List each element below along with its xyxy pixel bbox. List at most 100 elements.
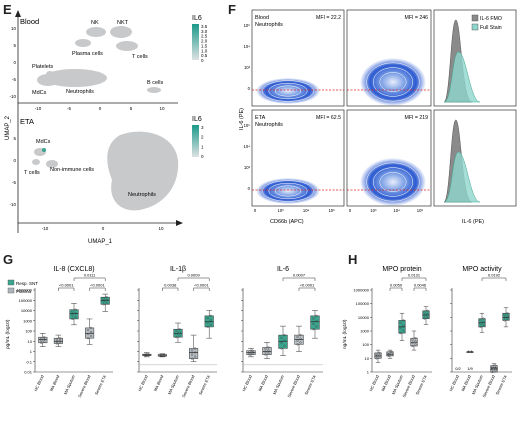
data-point [506, 317, 509, 321]
category-label: Severe Blood [181, 374, 196, 398]
data-point [414, 337, 417, 340]
data-point [423, 314, 426, 317]
flow-y-tick: 0 [248, 86, 251, 91]
flow-x-tick: 10⁵ [328, 208, 335, 213]
umap-eta-title: ETA [20, 117, 34, 126]
category-label: Severe Blood [286, 374, 301, 398]
data-point [175, 336, 178, 339]
flow-contour [262, 180, 314, 202]
label-nkt: NKT [117, 20, 129, 26]
data-point [399, 321, 402, 325]
box-chart-title: MPO activity [462, 266, 502, 273]
category-label: Severe Blood [481, 374, 496, 398]
panel-letter-e: E [3, 2, 12, 17]
data-point [264, 350, 267, 353]
significance-bracket [162, 287, 179, 291]
category-label: MA Sputum [63, 374, 77, 395]
data-point [378, 351, 381, 354]
box-iqr [262, 347, 272, 355]
umap-ylabel: UMAP_2 [5, 115, 11, 140]
data-point [283, 344, 286, 347]
panel-letter-f: F [228, 2, 236, 17]
y-tick-label: 5 [13, 43, 16, 48]
flow-contour [372, 167, 414, 197]
category-label: HC Blood [241, 374, 253, 392]
data-point [175, 332, 178, 336]
y-tick-label: 100000 [19, 298, 33, 303]
flow-x-tick: 10⁴ [393, 208, 400, 213]
data-point [175, 329, 178, 332]
data-point [479, 325, 482, 328]
data-point [494, 369, 497, 372]
box-iqr [204, 315, 214, 328]
data-point [71, 310, 74, 313]
label-platelets: Platelets [32, 64, 53, 70]
flow-y-tick: 10⁴ [244, 144, 251, 149]
data-point [299, 337, 302, 340]
data-point [159, 353, 162, 357]
category-label: MA Sputum [167, 374, 181, 395]
data-point [43, 340, 46, 343]
flow-x-tick: 10³ [370, 208, 377, 213]
legend-label: Resp. SNT [16, 281, 38, 286]
label-mdcs: MdCs [32, 90, 47, 96]
data-point [494, 364, 497, 367]
colorbar-tick-label: 1.5 [201, 43, 208, 48]
data-point [251, 351, 254, 354]
significance-bracket [89, 287, 106, 291]
p-value-label: 0.0050 [390, 283, 403, 288]
y-tick-label: 1000000 [353, 288, 369, 293]
flow-density [256, 178, 320, 204]
data-point [58, 339, 61, 342]
data-point [491, 370, 494, 374]
category-label: MA Blood [460, 374, 472, 392]
data-point [414, 343, 417, 346]
colorbar-blood-title: IL6 [192, 15, 202, 22]
data-point [411, 338, 414, 341]
flow-y-tick: 10⁵ [244, 23, 251, 28]
data-point [315, 325, 318, 328]
data-point [209, 323, 212, 326]
label-plasma: Plasma cells [72, 51, 103, 57]
data-point [399, 326, 402, 330]
data-point [399, 332, 402, 335]
data-point [178, 331, 181, 334]
y-tick-label: 1000000 [16, 288, 32, 293]
colorbar-tick-label: 1 [201, 144, 204, 149]
colorbar-tick-label: 0 [201, 154, 204, 159]
y-tick-label: 1 [367, 370, 370, 375]
data-point [162, 353, 165, 356]
data-point [40, 339, 43, 342]
data-point [194, 347, 197, 350]
flow-contour [274, 185, 302, 197]
panel-e: Blood NK NKT Plasma cells T cells Platel… [5, 10, 208, 245]
mfi-label: MFI = 62.5 [316, 115, 341, 121]
data-point [387, 351, 390, 354]
y-tick-label: -10 [9, 94, 16, 99]
label-eta-t: T cells [24, 170, 40, 176]
flow-x-tick: 0 [349, 208, 352, 213]
category-label: Severe ETA [303, 374, 317, 396]
flow-contour [366, 62, 420, 102]
histogram-full-stain [443, 151, 481, 203]
label-t-cells: T cells [132, 54, 148, 60]
box-chart-title: IL-1β [170, 266, 186, 273]
y-tick-label: 100000 [356, 301, 370, 306]
mfi-label: MFI = 22.2 [316, 15, 341, 21]
flow-density [360, 58, 426, 106]
y-tick-label: -10 [9, 202, 16, 207]
panel-letter-g: G [3, 252, 14, 267]
data-point [378, 356, 381, 359]
category-label: Severe ETA [494, 374, 508, 396]
p-value-label: 0.0046 [414, 283, 427, 288]
data-point [105, 301, 108, 304]
data-point [375, 352, 378, 356]
p-value-label: <0.0001 [300, 283, 315, 288]
flow-contour [262, 80, 314, 102]
data-point [426, 309, 429, 312]
box-iqr [38, 336, 48, 344]
label-b-cells: B cells [147, 80, 163, 86]
category-label: HC Blood [137, 374, 149, 392]
data-point [280, 341, 283, 345]
